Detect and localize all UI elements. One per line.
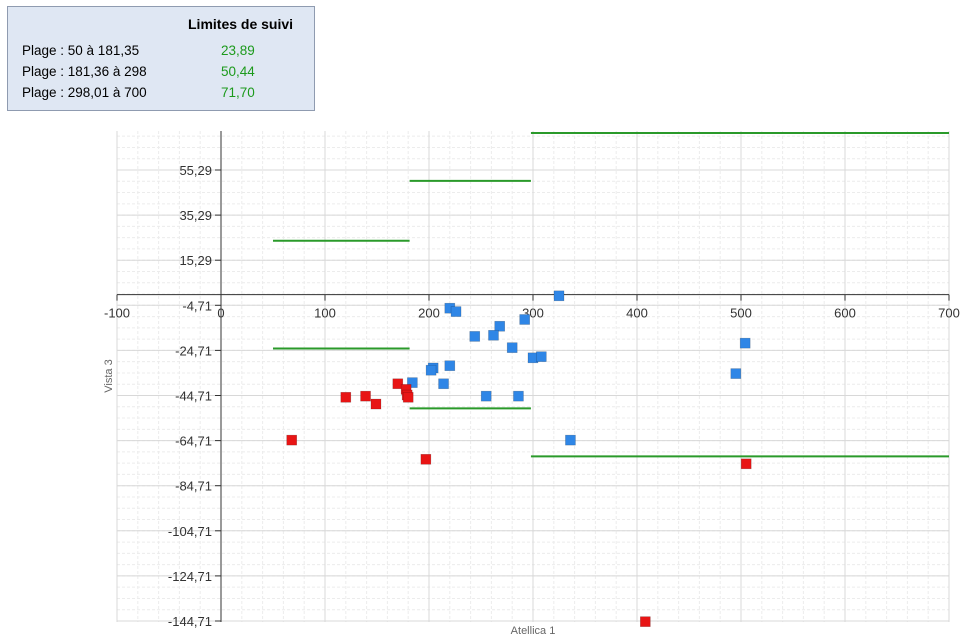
x-tick-label: 100 [314, 306, 336, 321]
point-out-of-limits [740, 458, 752, 470]
x-axis-label: Atellica 1 [511, 625, 556, 636]
y-tick-label: -104,71 [168, 524, 212, 539]
limit-lines [273, 131, 949, 458]
point-out-of-limits [370, 398, 382, 410]
legend-title: Limites de suivi [188, 16, 294, 32]
y-axis-label: Vista 3 [103, 359, 115, 392]
y-tick-label: -4,71 [182, 298, 212, 313]
x-tick-label: -100 [104, 306, 130, 321]
y-tick-label: -64,71 [175, 434, 212, 449]
point-in-limits [739, 337, 751, 349]
data-points [286, 290, 752, 627]
legend-range-value-1: 23,89 [221, 43, 255, 58]
legend-range-value-2: 50,44 [221, 64, 255, 79]
point-out-of-limits [420, 453, 432, 465]
x-tick-label: 700 [938, 306, 960, 321]
tick-labels: -100 0 100 200 300 400 500 600 70055,2935,2915,2… [104, 163, 960, 629]
axes [116, 131, 950, 622]
point-in-limits [407, 377, 418, 388]
point-in-limits [444, 360, 456, 372]
point-in-limits [469, 331, 481, 342]
point-in-limits [425, 364, 437, 376]
x-tick-label: 400 [626, 306, 648, 321]
point-in-limits [506, 342, 518, 353]
major-grid [116, 131, 950, 622]
point-in-limits [488, 329, 499, 341]
point-in-limits [519, 314, 530, 325]
y-tick-label: -84,71 [175, 479, 212, 494]
point-out-of-limits [640, 616, 651, 627]
point-in-limits [438, 378, 449, 390]
point-out-of-limits [286, 434, 298, 446]
x-tick-label: 600 [834, 306, 856, 321]
point-in-limits [553, 290, 565, 302]
point-in-limits [513, 390, 524, 402]
y-tick-label: 55,29 [179, 163, 212, 178]
y-tick-label: 15,29 [179, 253, 212, 268]
y-tick-label: -44,71 [175, 389, 212, 404]
point-out-of-limits [392, 378, 404, 390]
y-tick-label: -144,71 [168, 614, 212, 629]
point-in-limits [565, 434, 576, 446]
point-in-limits [450, 306, 462, 317]
y-tick-label: -124,71 [168, 569, 212, 584]
point-in-limits [480, 390, 492, 402]
legend-range-label-3: Plage : 298,01 à 700 [22, 85, 147, 100]
point-in-limits [494, 320, 506, 332]
point-in-limits [730, 368, 742, 379]
x-tick-label: 200 [418, 306, 440, 321]
y-tick-label: 35,29 [179, 208, 212, 223]
point-out-of-limits [402, 391, 414, 403]
legend-range-label-2: Plage : 181,36 à 298 [22, 64, 147, 79]
tracking-limits-legend: Limites de suivi Plage : 50 à 181,35 23,… [7, 6, 315, 111]
y-tick-label: -24,71 [175, 343, 212, 358]
point-in-limits [536, 351, 547, 362]
point-out-of-limits [340, 391, 352, 403]
point-out-of-limits [360, 390, 371, 402]
legend-range-value-3: 71,70 [221, 85, 255, 100]
legend-range-label-1: Plage : 50 à 181,35 [22, 43, 140, 58]
x-tick-label: 0 [217, 306, 224, 321]
x-tick-label: 500 [730, 306, 752, 321]
